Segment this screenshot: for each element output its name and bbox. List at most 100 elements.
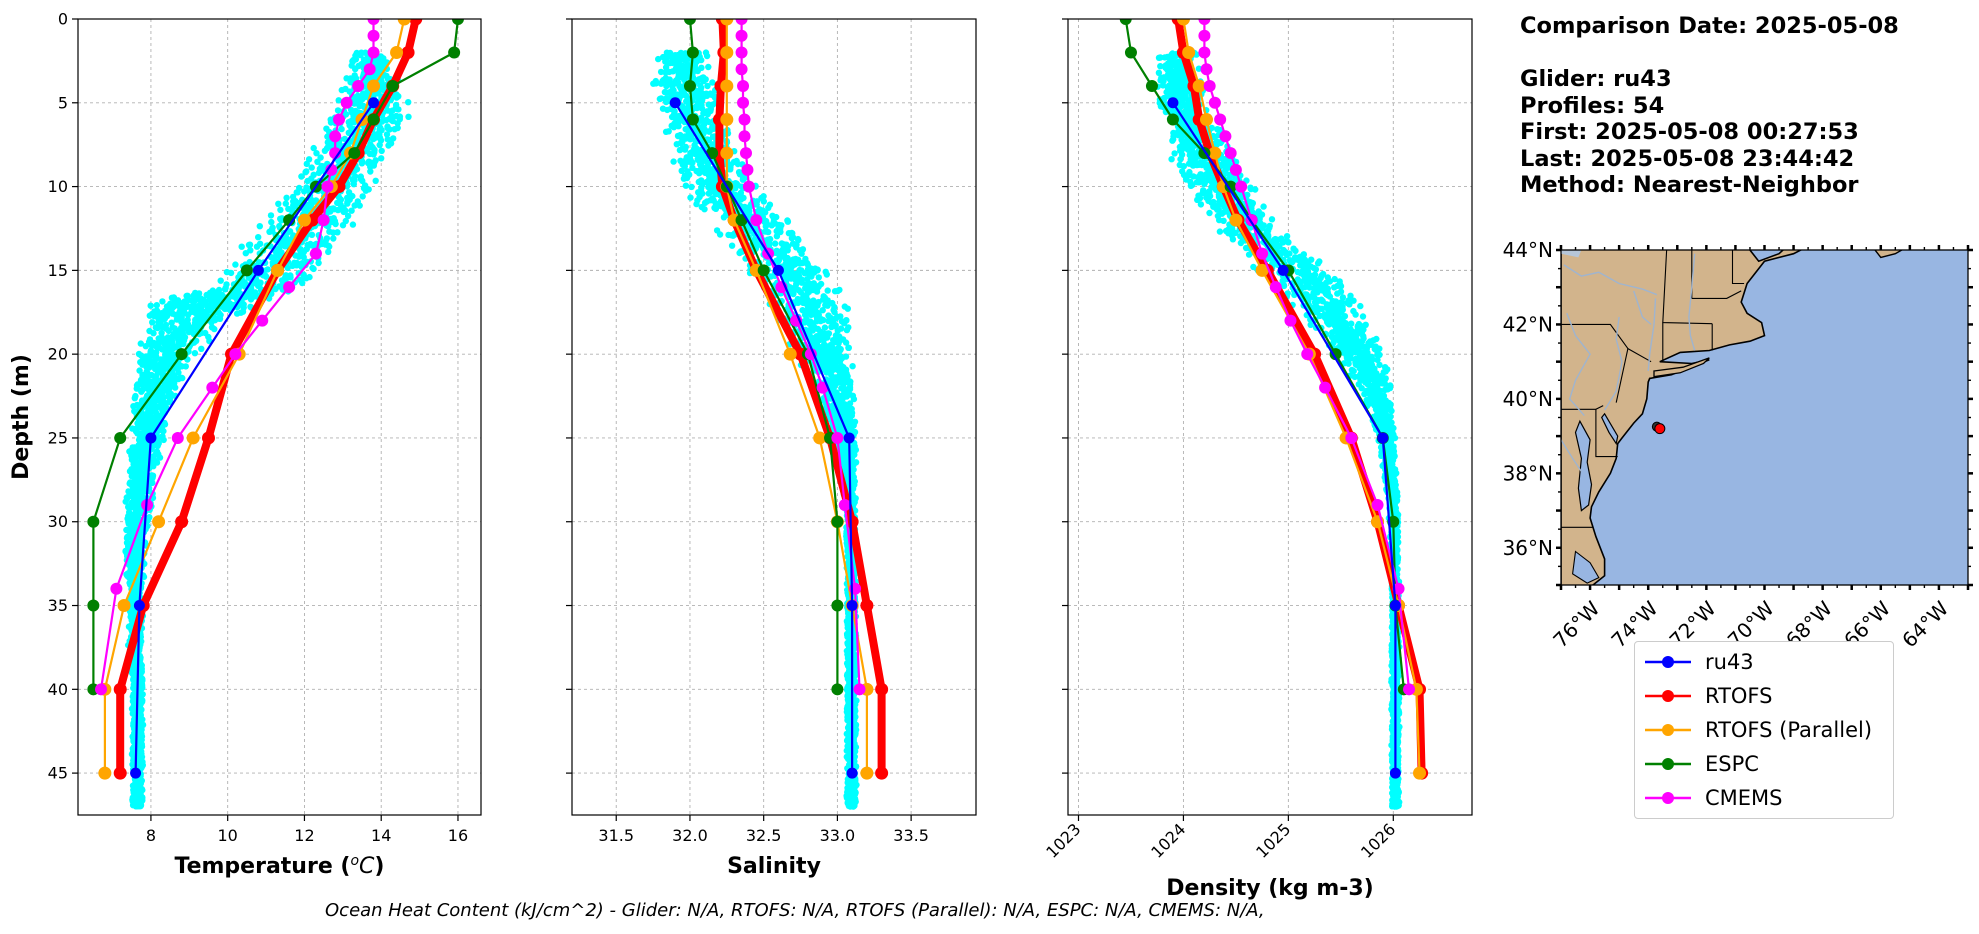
glider-scatter-point bbox=[160, 436, 167, 444]
glider-scatter-point bbox=[310, 265, 317, 273]
glider-scatter-point bbox=[227, 269, 235, 277]
glider-scatter-point bbox=[703, 116, 710, 124]
glider-scatter-point bbox=[170, 330, 178, 337]
plot-area bbox=[650, 19, 889, 810]
glider-scatter-point bbox=[661, 54, 669, 62]
glider-scatter-point bbox=[217, 277, 224, 284]
glider-scatter-point bbox=[300, 271, 307, 278]
glider-scatter-point bbox=[269, 254, 277, 262]
glider-scatter-point bbox=[335, 97, 342, 104]
glider-scatter-point bbox=[208, 324, 216, 331]
glider-scatter-point bbox=[733, 157, 740, 165]
glider-scatter-point bbox=[153, 307, 161, 314]
glider-scatter-point bbox=[662, 64, 670, 71]
glider-scatter-point bbox=[130, 682, 138, 689]
x-axis-label-text: Temperature ( bbox=[175, 854, 351, 879]
glider-scatter-point bbox=[153, 459, 161, 466]
glider-scatter-point bbox=[681, 161, 688, 168]
glider-scatter-point bbox=[278, 242, 285, 249]
glider-scatter-point bbox=[697, 86, 704, 93]
y-tick-label: 10 bbox=[48, 177, 68, 196]
glider-scatter-point bbox=[760, 198, 767, 205]
glider-scatter-point bbox=[683, 174, 691, 182]
glider-scatter-point bbox=[177, 311, 184, 318]
glider-scatter-point bbox=[788, 264, 795, 271]
glider-scatter-point bbox=[658, 95, 665, 102]
glider-scatter-point bbox=[145, 338, 153, 346]
glider-scatter-point bbox=[132, 780, 139, 787]
glider-scatter-point bbox=[136, 741, 144, 748]
glider-scatter-point bbox=[803, 292, 810, 299]
glider-scatter-point bbox=[349, 221, 357, 228]
glider-scatter-point bbox=[127, 567, 134, 575]
glider-scatter-point bbox=[138, 387, 146, 394]
glider-scatter-point bbox=[196, 296, 203, 303]
glider-scatter-point bbox=[131, 455, 138, 462]
glider-scatter-point bbox=[310, 144, 317, 152]
glider-scatter-point bbox=[146, 387, 153, 394]
glider-scatter-point bbox=[836, 421, 843, 428]
glider-scatter-point bbox=[235, 284, 242, 291]
glider-scatter-point bbox=[372, 132, 379, 139]
glider-scatter-point bbox=[283, 194, 290, 201]
glider-scatter-point bbox=[652, 77, 659, 85]
glider-scatter-point bbox=[392, 104, 400, 112]
glider-scatter-point bbox=[682, 126, 689, 133]
glider-scatter-point bbox=[838, 355, 846, 362]
glider-scatter-point bbox=[833, 346, 840, 353]
glider-scatter-point bbox=[184, 292, 191, 299]
glider-scatter-point bbox=[136, 459, 144, 466]
glider-scatter-point bbox=[694, 197, 701, 204]
glider-scatter-point bbox=[247, 296, 255, 303]
glider-scatter-point bbox=[165, 392, 173, 399]
glider-scatter-point bbox=[155, 322, 162, 329]
glider-scatter-point bbox=[805, 267, 812, 274]
glider-scatter-point bbox=[777, 228, 784, 236]
glider-scatter-point bbox=[294, 189, 301, 196]
glider-scatter-point bbox=[677, 85, 684, 92]
glider-scatter-point bbox=[133, 468, 141, 475]
glider-scatter-point bbox=[804, 261, 811, 268]
glider-scatter bbox=[122, 49, 412, 810]
glider-scatter-point bbox=[338, 86, 345, 94]
series-point-cmems bbox=[95, 683, 108, 696]
glider-scatter-point bbox=[663, 82, 670, 90]
glider-scatter-point bbox=[814, 333, 821, 341]
glider-scatter-point bbox=[198, 345, 205, 352]
glider-scatter-point bbox=[139, 421, 146, 428]
series-point-rtofs-parallel bbox=[297, 213, 311, 227]
glider-scatter-point bbox=[154, 442, 161, 450]
glider-scatter-point bbox=[827, 342, 834, 349]
glider-scatter-point bbox=[845, 344, 852, 351]
glider-scatter-point bbox=[210, 303, 217, 310]
glider-scatter-point bbox=[344, 212, 352, 220]
glider-scatter-point bbox=[132, 425, 139, 432]
glider-scatter-point bbox=[151, 362, 158, 369]
glider-scatter-point bbox=[128, 446, 136, 454]
glider-scatter-point bbox=[177, 302, 185, 310]
glider-scatter-point bbox=[799, 307, 806, 314]
glider-scatter-point bbox=[790, 256, 797, 263]
glider-scatter-point bbox=[345, 119, 352, 126]
glider-scatter-point bbox=[784, 218, 792, 225]
glider-scatter-point bbox=[775, 257, 782, 264]
glider-scatter-point bbox=[729, 232, 737, 239]
glider-scatter-point bbox=[823, 366, 830, 374]
glider-scatter-point bbox=[370, 162, 377, 169]
glider-scatter-point bbox=[176, 362, 183, 369]
series-point-espc bbox=[87, 515, 100, 528]
glider-scatter-point bbox=[171, 298, 179, 305]
glider-scatter-point bbox=[137, 680, 145, 687]
glider-scatter-point bbox=[190, 293, 197, 300]
glider-scatter-point bbox=[393, 94, 400, 101]
glider-scatter-point bbox=[131, 491, 138, 499]
glider-scatter-point bbox=[795, 287, 802, 294]
series-point-cmems bbox=[332, 113, 345, 126]
glider-scatter-point bbox=[238, 243, 245, 250]
glider-scatter-point bbox=[255, 259, 263, 266]
glider-scatter-point bbox=[838, 318, 846, 325]
glider-scatter-point bbox=[662, 128, 670, 135]
glider-scatter-point bbox=[789, 271, 796, 279]
glider-scatter-point bbox=[185, 328, 193, 336]
glider-scatter-point bbox=[766, 201, 774, 208]
